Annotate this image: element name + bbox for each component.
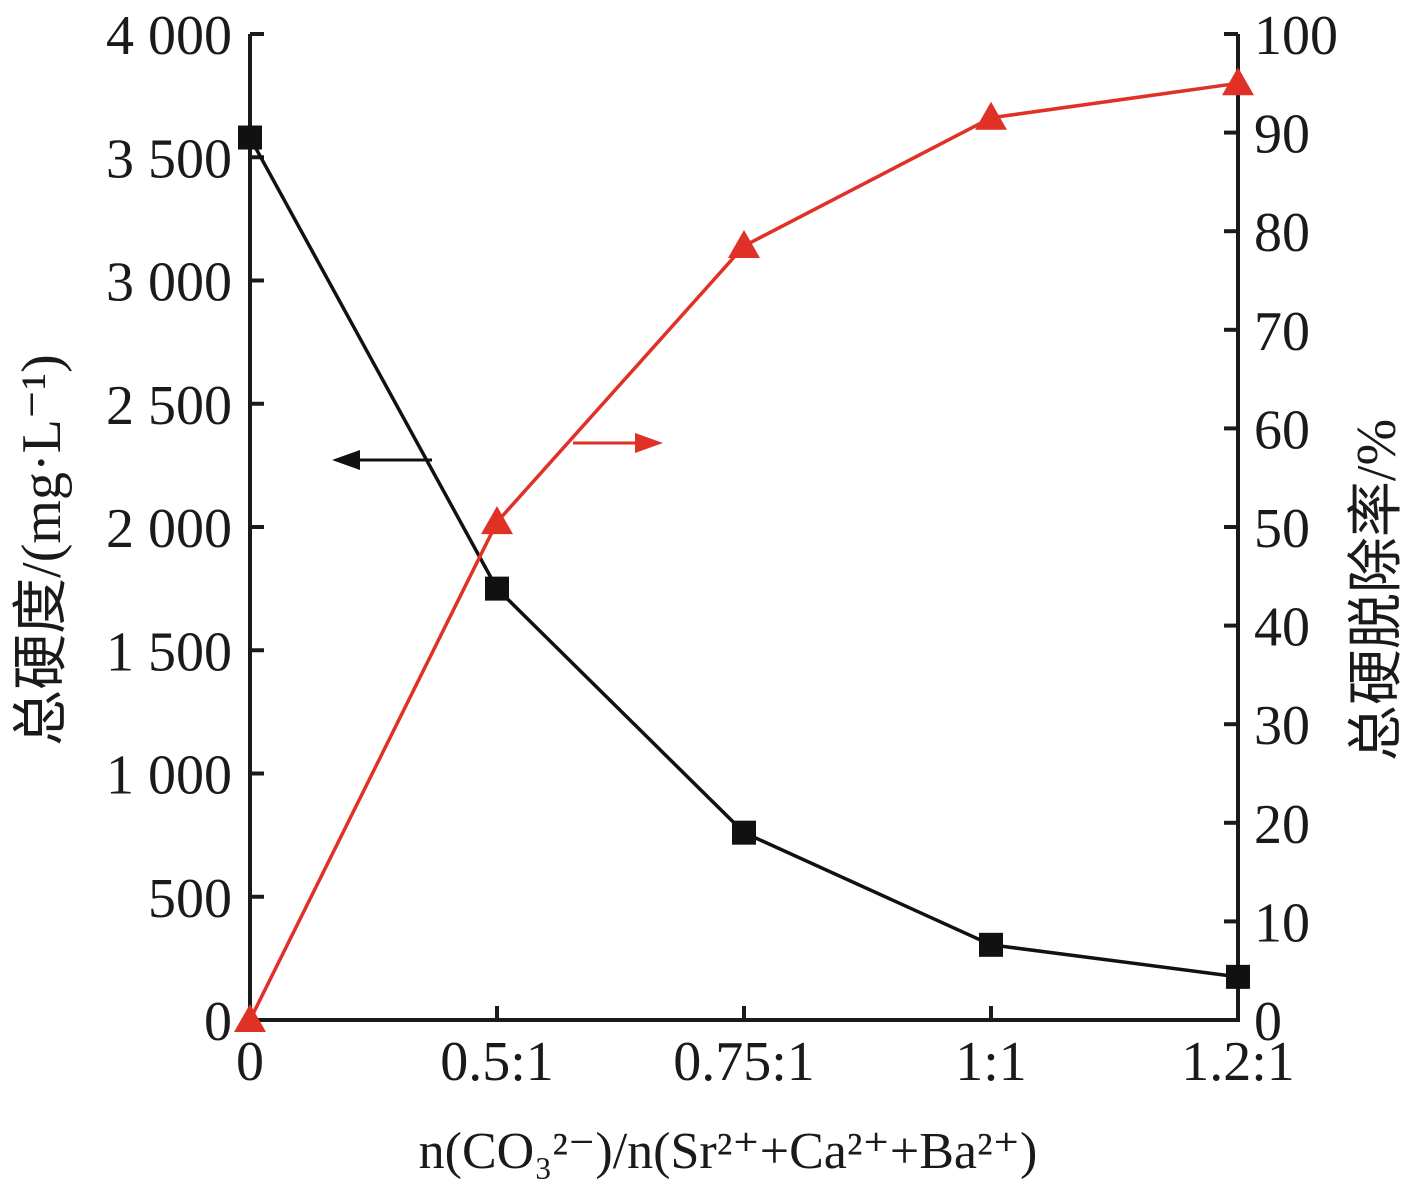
- left-tick-label: 2 500: [106, 375, 232, 437]
- x-tick-label: 1:1: [955, 1031, 1027, 1093]
- right-axis-ticks: 0 10 20 30 40 50 60 70 80 90 100: [1224, 5, 1338, 1053]
- removal-rate-point: [1222, 67, 1254, 96]
- hardness-point: [979, 932, 1003, 957]
- right-tick-label: 100: [1254, 5, 1338, 67]
- removal-rate-point: [975, 101, 1007, 130]
- axis-indicator-arrows: [332, 433, 663, 470]
- left-arrow-head: [332, 450, 360, 470]
- right-tick-label: 60: [1254, 399, 1310, 461]
- hardness-series-line: [248, 136, 1239, 979]
- right-axis-label: 总硬脱除率/%: [1346, 419, 1408, 761]
- right-tick-label: 30: [1254, 695, 1310, 757]
- right-tick-label: 20: [1254, 794, 1310, 856]
- right-tick-label: 40: [1254, 597, 1310, 659]
- x-tick-label: 0: [236, 1031, 264, 1093]
- hardness-point: [485, 576, 509, 601]
- x-tick-label: 0.75:1: [673, 1031, 815, 1093]
- right-arrow-head: [635, 433, 663, 453]
- series-lines: [248, 81, 1239, 1021]
- series-markers: [234, 67, 1254, 1032]
- right-tick-label: 50: [1254, 498, 1310, 560]
- removal-rate-point: [481, 506, 513, 535]
- x-axis-ticks: 0 0.5:1 0.75:1 1:1 1.2:1: [236, 1006, 1295, 1093]
- left-tick-label: 4 000: [106, 5, 232, 67]
- right-tick-label: 90: [1254, 104, 1310, 166]
- hardness-point: [732, 820, 756, 845]
- right-tick-label: 0: [1254, 991, 1282, 1053]
- removal-rate-point: [234, 1004, 266, 1032]
- hardness-point: [238, 125, 262, 150]
- right-tick-label: 70: [1254, 301, 1310, 363]
- left-tick-label: 1 500: [106, 621, 232, 683]
- removal-rate-point: [728, 229, 760, 258]
- x-tick-label: 0.5:1: [440, 1031, 554, 1093]
- x-tick-label: 1.2:1: [1181, 1031, 1295, 1093]
- left-axis-label: 总硬度/(mg·L⁻¹): [11, 354, 73, 746]
- left-tick-label: 2 000: [106, 498, 232, 560]
- x-axis-label: n(CO₃²⁻)/n(Sr²⁺+Ca²⁺+Ba²⁺): [419, 1123, 1038, 1180]
- left-tick-label: 500: [148, 868, 232, 930]
- left-tick-label: 3 000: [106, 252, 232, 314]
- left-tick-label: 1 000: [106, 745, 232, 807]
- left-axis-ticks: 0 500 1 000 1 500 2 000 2 500 3 000 3 500 4 000: [106, 5, 264, 1053]
- left-tick-label: 0: [204, 991, 232, 1053]
- right-tick-label: 80: [1254, 202, 1310, 264]
- left-tick-label: 3 500: [106, 128, 232, 190]
- removal-rate-series-line: [248, 81, 1239, 1021]
- right-tick-label: 10: [1254, 892, 1310, 954]
- axes: [248, 34, 1240, 1022]
- hardness-point: [1226, 964, 1250, 989]
